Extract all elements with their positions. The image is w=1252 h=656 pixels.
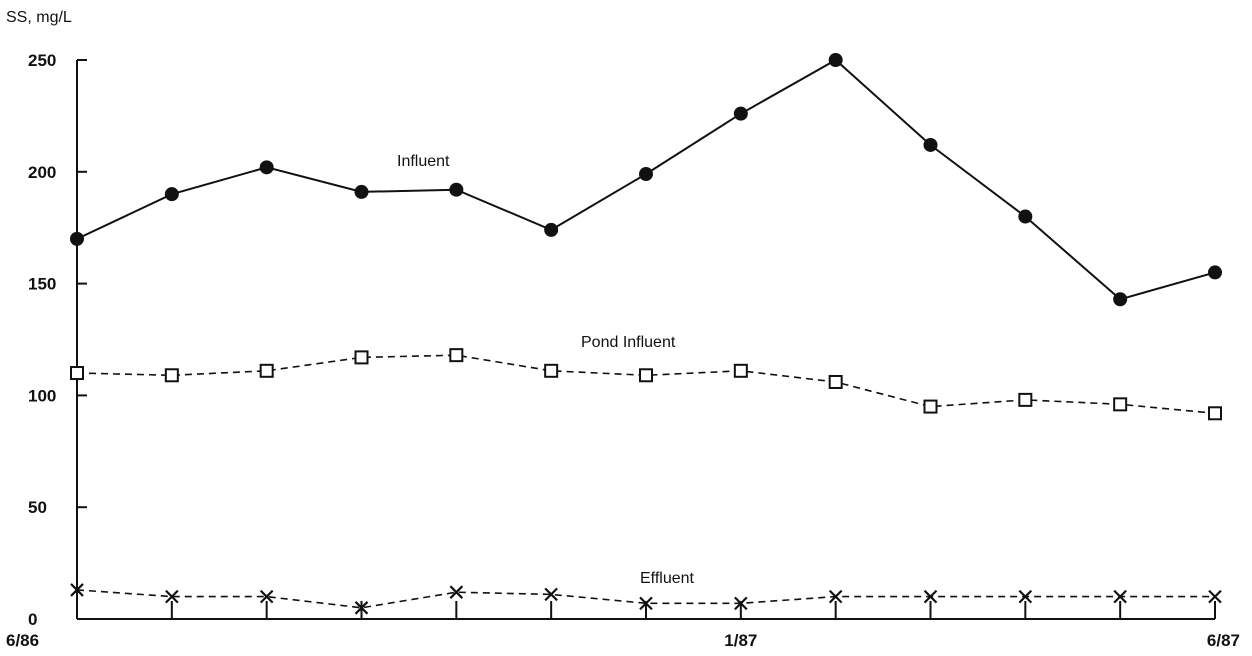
series-label-influent: Influent <box>397 153 450 170</box>
data-point-effluent <box>1209 591 1221 603</box>
data-point-influent <box>924 138 938 152</box>
data-point-influent <box>829 53 843 67</box>
x-axis-ticks: 6/86 1/87 6/87 <box>6 601 1240 650</box>
x-tick-label: 1/87 <box>724 631 757 650</box>
data-point-pond-influent <box>640 369 652 381</box>
y-axis-title: SS, mg/L <box>6 9 72 26</box>
data-point-influent <box>70 232 84 246</box>
data-point-pond-influent <box>545 365 557 377</box>
data-point-influent <box>1113 292 1127 306</box>
series-line-pond-influent <box>77 355 1215 413</box>
data-point-influent <box>639 167 653 181</box>
series-label-pond-influent: Pond Influent <box>581 334 676 351</box>
x-tick-label: 6/86 <box>6 631 39 650</box>
y-tick-label: 150 <box>28 275 56 294</box>
data-point-pond-influent <box>1114 398 1126 410</box>
series-label-effluent: Effluent <box>640 570 695 587</box>
data-point-influent <box>734 107 748 121</box>
x-tick-label: 6/87 <box>1207 631 1240 650</box>
y-tick-label: 0 <box>28 610 37 629</box>
data-point-influent <box>1018 210 1032 224</box>
data-point-pond-influent <box>735 365 747 377</box>
data-point-pond-influent <box>166 369 178 381</box>
data-point-pond-influent <box>450 349 462 361</box>
data-point-pond-influent <box>1209 407 1221 419</box>
data-point-influent <box>165 187 179 201</box>
y-tick-label: 200 <box>28 163 56 182</box>
data-point-influent <box>544 223 558 237</box>
y-tick-label: 100 <box>28 386 56 405</box>
data-point-pond-influent <box>356 351 368 363</box>
y-tick-label: 50 <box>28 498 47 517</box>
data-point-pond-influent <box>925 401 937 413</box>
data-point-pond-influent <box>261 365 273 377</box>
data-point-influent <box>1208 265 1222 279</box>
data-point-influent <box>355 185 369 199</box>
data-point-influent <box>449 183 463 197</box>
data-point-effluent <box>1019 591 1031 603</box>
y-axis-ticks: 0 50 100 150 200 250 <box>28 51 87 629</box>
y-tick-label: 250 <box>28 51 56 70</box>
data-point-pond-influent <box>71 367 83 379</box>
data-point-pond-influent <box>1019 394 1031 406</box>
data-point-influent <box>260 160 274 174</box>
data-point-pond-influent <box>830 376 842 388</box>
